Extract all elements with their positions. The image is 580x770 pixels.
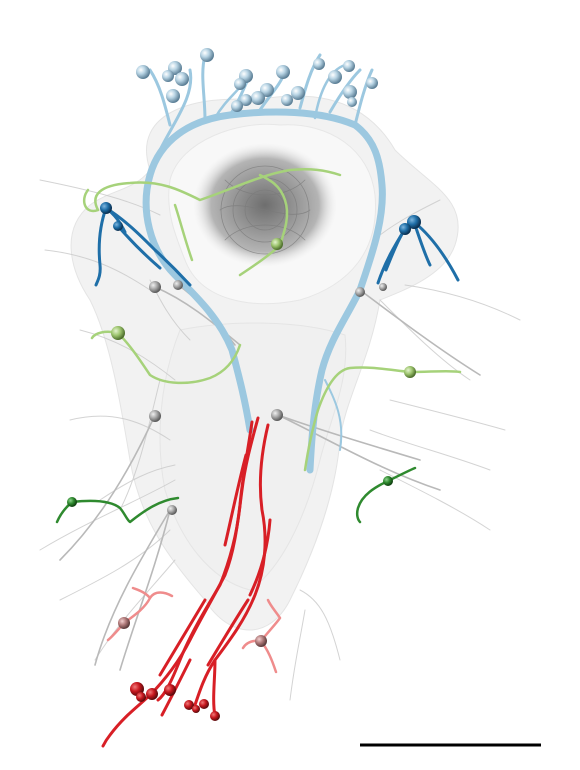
soma <box>281 94 293 106</box>
soma <box>173 280 183 290</box>
soma <box>136 692 146 702</box>
soma <box>118 617 130 629</box>
pink-neurons <box>106 586 282 674</box>
soma <box>399 223 411 235</box>
soma <box>113 221 123 231</box>
soma <box>149 281 161 293</box>
soma <box>167 505 177 515</box>
soma <box>164 684 176 696</box>
central-lumen <box>193 143 337 267</box>
dark-green-somata <box>67 476 393 507</box>
soma <box>136 65 150 79</box>
soma <box>199 699 209 709</box>
soma <box>328 70 342 84</box>
gray-somata <box>149 280 387 515</box>
dark-blue-somata <box>100 202 421 235</box>
soma <box>276 65 290 79</box>
soma <box>383 476 393 486</box>
soma <box>184 700 194 710</box>
soma <box>291 86 305 100</box>
soma <box>100 202 112 214</box>
soma <box>231 100 243 112</box>
soma <box>271 409 283 421</box>
soma <box>251 91 265 105</box>
soma <box>146 688 158 700</box>
soma <box>210 711 220 721</box>
soma <box>407 215 421 229</box>
soma <box>192 705 200 713</box>
soma <box>240 94 252 106</box>
soma <box>149 410 161 422</box>
soma <box>166 89 180 103</box>
soma <box>404 366 416 378</box>
soma <box>366 77 378 89</box>
soma <box>313 58 325 70</box>
light-blue-somata <box>136 48 378 112</box>
soma <box>111 326 125 340</box>
soma <box>234 78 246 90</box>
soma <box>67 497 77 507</box>
soma <box>260 83 274 97</box>
light-green-somata <box>111 238 416 378</box>
soma <box>343 85 357 99</box>
pink-somata <box>118 617 267 647</box>
gray-neurites <box>59 284 481 671</box>
soma <box>379 283 387 291</box>
soma <box>175 72 189 86</box>
soma <box>271 238 283 250</box>
soma <box>255 635 267 647</box>
soma <box>200 48 214 62</box>
red-somata <box>130 682 220 721</box>
soma <box>343 60 355 72</box>
soma <box>355 287 365 297</box>
soma <box>162 70 174 82</box>
soma <box>347 97 357 107</box>
